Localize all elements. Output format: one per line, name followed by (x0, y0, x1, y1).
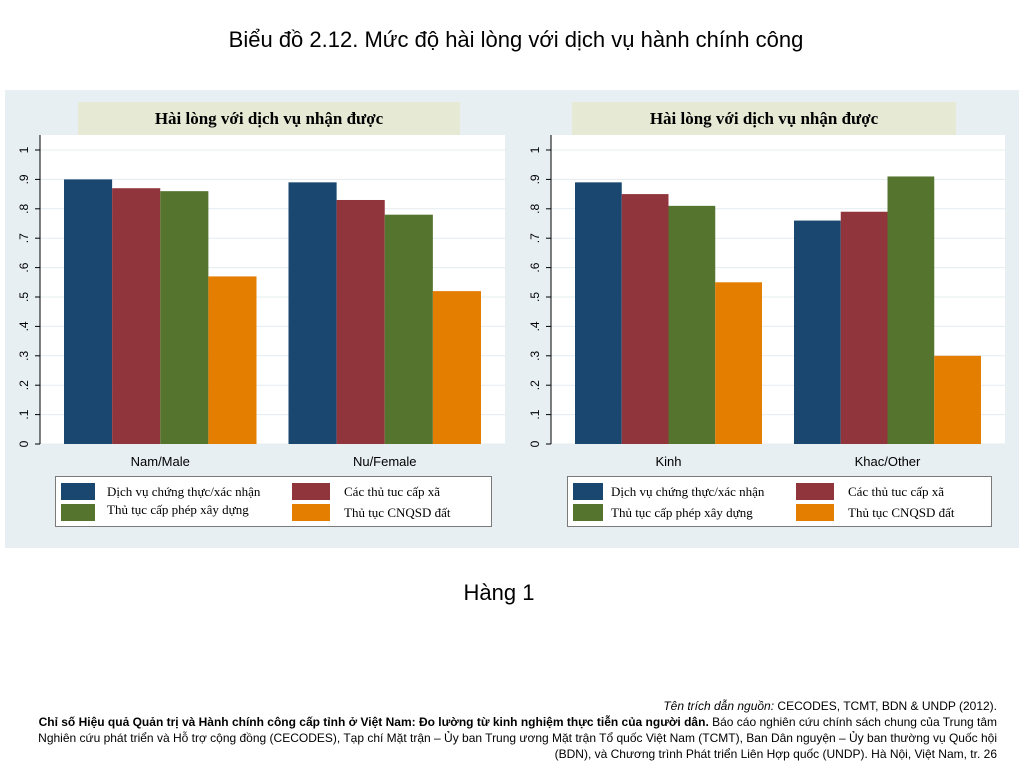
bar-chart-gender: Nam/Male Nu/Female 0 .1 .2 .3 .4 .5 .6 .7 .8 .9 1 (17, 135, 505, 469)
y-tick-label: .1 (528, 409, 542, 419)
chart-subtitle-right: Hài lòng với dịch vụ nhận được (572, 102, 956, 136)
y-tick-label: .6 (17, 262, 31, 272)
y-tick-label: .6 (528, 262, 542, 272)
y-tick-label: 0 (17, 440, 31, 447)
legend-swatch (796, 504, 834, 521)
bar-2-1-2 (621, 194, 669, 444)
legend-left: Dịch vụ chứng thực/xác nhận Các thủ tuc … (55, 476, 492, 527)
bar-chart-ethnicity: Kinh Khac/Other 0 .1 .2 .3 .4 .5 .6 .7 .8 .9 1 (528, 135, 1005, 469)
legend-label: Dịch vụ chứng thực/xác nhận (107, 484, 261, 499)
bar-1-2-2 (336, 199, 385, 444)
y-tick-label: .5 (17, 292, 31, 302)
legend-right: Dịch vụ chứng thực/xác nhận Các thủ tuc … (567, 476, 992, 527)
legend-swatch (796, 483, 834, 500)
legend-swatch (573, 483, 603, 500)
y-tick-label: .7 (528, 233, 542, 243)
legend-label: Dịch vụ chứng thực/xác nhận (611, 484, 765, 499)
bar-1-2-3 (384, 214, 433, 444)
y-tick-label: 1 (17, 146, 31, 153)
legend-label: Thủ tục cấp phép xây dựng (611, 505, 753, 520)
bar-1-2-4 (432, 291, 481, 444)
x-category-label: Nu/Female (353, 454, 417, 469)
citation-description: Báo cáo nghiên cứu chính sách chung của … (38, 715, 997, 761)
bar-2-1-1 (575, 182, 622, 444)
legend-label: Các thủ tuc cấp xã (344, 484, 441, 499)
legend-swatch (292, 504, 330, 521)
legend-label: Các thủ tuc cấp xã (848, 484, 945, 499)
citation-report-title: Chỉ số Hiệu quả Quản trị và Hành chính c… (38, 715, 709, 729)
citation-source: CECODES, TCMT, BDN & UNDP (2012). (774, 699, 997, 713)
citation-reference: Chỉ số Hiệu quả Quản trị và Hành chính c… (7, 714, 997, 762)
bar-2-2-4 (934, 355, 981, 444)
y-tick-label: .9 (17, 174, 31, 184)
legend-swatch (61, 504, 95, 521)
slide-title: Biểu đồ 2.12. Mức độ hài lòng với dịch v… (228, 27, 804, 52)
legend-label: Thủ tục CNQSD đất (344, 505, 451, 520)
y-tick-label: .2 (17, 380, 31, 390)
y-tick-label: .4 (17, 321, 31, 331)
chart-panel: Hài lòng với dịch vụ nhận được Nam/Male N… (5, 90, 1019, 548)
y-tick-label: .2 (528, 380, 542, 390)
bar-2-2-3 (887, 176, 935, 444)
slide-caption: Hàng 1 (463, 580, 535, 605)
y-tick-label: .9 (528, 174, 542, 184)
source-citation: Tên trích dẫn nguồn: CECODES, TCMT, BDN … (7, 698, 997, 762)
y-tick-label: .5 (528, 292, 542, 302)
x-category-label: Kinh (655, 454, 681, 469)
bar-1-1-3 (160, 191, 209, 444)
y-tick-label: .4 (528, 321, 542, 331)
legend-swatch (61, 483, 95, 500)
bar-2-1-4 (715, 282, 762, 444)
y-tick-label: 0 (528, 440, 542, 447)
bar-1-1-4 (208, 276, 257, 444)
bar-2-1-3 (668, 205, 716, 444)
y-tick-label: 1 (528, 146, 542, 153)
legend-label: Thủ tục cấp phép xây dựng (107, 502, 249, 517)
bar-2-2-2 (840, 211, 888, 444)
y-tick-label: .8 (17, 203, 31, 213)
legend-swatch (292, 483, 330, 500)
bar-1-2-1 (288, 182, 337, 444)
y-tick-label: .3 (528, 350, 542, 360)
citation-label: Tên trích dẫn nguồn: (663, 699, 775, 713)
bar-1-1-1 (64, 179, 113, 444)
y-tick-label: .3 (17, 350, 31, 360)
y-tick-label: .8 (528, 203, 542, 213)
y-tick-label: .1 (17, 409, 31, 419)
x-category-label: Nam/Male (131, 454, 190, 469)
citation-source-line: Tên trích dẫn nguồn: CECODES, TCMT, BDN … (7, 698, 997, 714)
legend-swatch (573, 504, 603, 521)
y-tick-label: .7 (17, 233, 31, 243)
legend-label: Thủ tục CNQSD đất (848, 505, 955, 520)
x-category-label: Khac/Other (855, 454, 921, 469)
bar-2-2-1 (794, 220, 841, 444)
bar-1-1-2 (112, 188, 161, 444)
chart-subtitle-left: Hài lòng với dịch vụ nhận được (78, 102, 460, 136)
